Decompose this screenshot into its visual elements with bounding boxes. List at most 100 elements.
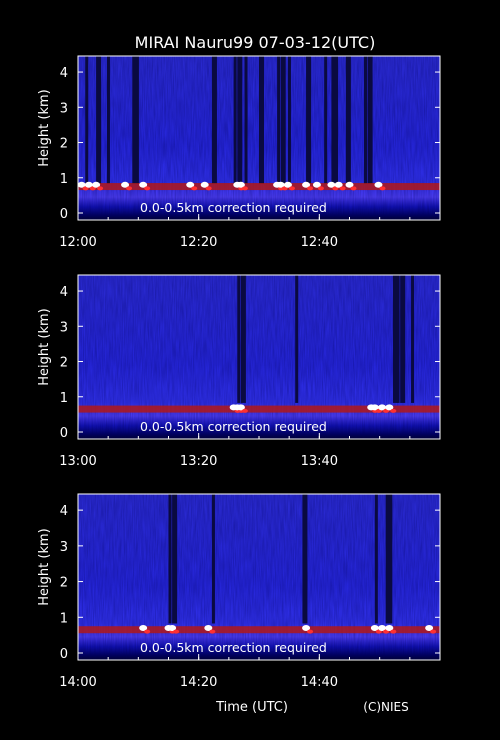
x-tick-label: 14:00: [59, 675, 96, 690]
shadow-stripe: [237, 56, 243, 184]
y-tick-label: 4: [60, 66, 68, 81]
panel-3: 0 1 2 3 4 Height (km) 14:00 14:20 14:40 0.0-0.5km…: [37, 493, 441, 690]
x-tick-label: 12:40: [301, 235, 338, 250]
cloud-spot-edge: [144, 629, 151, 634]
cloud-spot: [204, 625, 213, 631]
y-tick-label: 4: [60, 285, 68, 300]
cloud-spot: [385, 404, 394, 411]
cloud-spot-edge: [209, 629, 216, 634]
shadow-stripe: [280, 56, 286, 184]
y-tick-label: 3: [60, 101, 68, 116]
shadow-stripe: [211, 56, 217, 184]
cloud-spot-edge: [241, 186, 248, 191]
cloud-spot: [302, 625, 311, 631]
y-axis-label: Height (km): [37, 89, 52, 166]
cloud-spot-edge: [205, 186, 212, 191]
correction-annotation: 0.0-0.5km correction required: [140, 200, 327, 215]
y-tick-label: 2: [60, 356, 68, 371]
cloud-layer-band: [78, 405, 440, 413]
cloud-spot: [84, 181, 93, 188]
shadow-stripe: [385, 494, 391, 624]
cloud-spot: [334, 181, 343, 188]
shadow-stripe: [306, 56, 312, 184]
shadow-stripe: [96, 56, 102, 184]
shadow-stripe: [295, 275, 299, 403]
shadow-stripe: [277, 56, 281, 184]
shadow-stripe: [345, 56, 351, 184]
x-tick-label: 12:00: [59, 235, 96, 250]
cloud-spot: [283, 181, 292, 188]
cloud-spot: [302, 181, 311, 188]
cloud-spot: [345, 181, 354, 188]
y-tick-label: 0: [60, 426, 68, 441]
cloud-spot-edge: [307, 186, 314, 191]
cloud-spot-edge: [307, 629, 314, 634]
x-tick-label: 14:40: [301, 675, 338, 690]
cloud-spot: [186, 181, 195, 188]
cloud-spot-edge: [288, 186, 295, 191]
shadow-stripe: [389, 494, 393, 624]
y-tick-label: 1: [60, 391, 68, 406]
y-tick-label: 3: [60, 320, 68, 335]
heatmap-noise: [78, 275, 440, 439]
cloud-spot-edge: [126, 186, 133, 191]
cloud-layer-band: [78, 626, 440, 634]
cloud-spot: [200, 181, 209, 188]
y-tick-label: 2: [60, 137, 68, 152]
cloud-spot-edge: [97, 186, 104, 191]
shadow-stripe: [168, 494, 172, 624]
shadow-stripe: [400, 275, 406, 403]
y-tick-label: 1: [60, 172, 68, 187]
x-tick-label: 12:20: [180, 235, 217, 250]
shadow-stripe: [324, 56, 328, 184]
x-tick-label: 13:20: [180, 454, 217, 469]
cloud-spot-edge: [317, 186, 324, 191]
cloud-spot-edge: [173, 629, 180, 634]
cloud-spot: [378, 404, 387, 411]
cloud-spot-edge: [339, 186, 346, 191]
cloud-spot: [370, 625, 379, 631]
y-axis-label: Height (km): [37, 308, 52, 385]
shadow-stripe: [392, 275, 398, 403]
cloud-spot: [276, 181, 285, 188]
y-tick-label: 3: [60, 540, 68, 555]
shadow-stripe: [367, 56, 373, 184]
y-tick-label: 4: [60, 504, 68, 519]
cloud-spot: [139, 181, 148, 188]
shadow-stripe: [331, 56, 337, 184]
panel-1: 0 1 2 3 4 Height (km) 12:00 12:20 12:40 0.0-0.5km…: [37, 55, 441, 250]
cloud-spot-edge: [390, 629, 397, 634]
cloud-spot-edge: [191, 186, 198, 191]
y-axis-label: Height (km): [37, 528, 52, 605]
shadow-stripe: [287, 56, 291, 184]
cloud-spot: [92, 181, 101, 188]
shadow-stripe: [335, 56, 339, 184]
cloud-spot: [236, 181, 245, 188]
y-tick-label: 1: [60, 611, 68, 626]
shadow-stripe: [106, 56, 110, 184]
cloud-spot-edge: [390, 408, 397, 413]
shadow-stripe: [172, 494, 178, 624]
shadow-stripe: [135, 56, 139, 184]
correction-annotation: 0.0-0.5km correction required: [140, 419, 327, 434]
x-tick-label: 14:20: [180, 675, 217, 690]
cloud-spot: [168, 625, 177, 631]
cloud-spot-edge: [379, 186, 386, 191]
cloud-spot-edge: [241, 408, 248, 413]
cloud-spot-edge: [144, 186, 151, 191]
cloud-spot: [425, 625, 434, 631]
shadow-stripe: [244, 56, 248, 184]
shadow-stripe: [363, 56, 367, 184]
shadow-stripe: [233, 56, 237, 184]
y-tick-label: 2: [60, 576, 68, 591]
shadow-stripe: [85, 56, 89, 184]
shadow-stripe: [211, 494, 215, 624]
cloud-spot: [236, 404, 245, 411]
cloud-layer-band: [78, 183, 440, 191]
panels: 0 1 2 3 4 Height (km) 12:00 12:20 12:40 0.0-0.5km…: [37, 55, 441, 690]
cloud-spot: [385, 625, 394, 631]
cloud-spot-edge: [350, 186, 357, 191]
cloud-spot: [312, 181, 321, 188]
figure-title: MIRAI Nauru99 07-03-12(UTC): [135, 33, 376, 52]
